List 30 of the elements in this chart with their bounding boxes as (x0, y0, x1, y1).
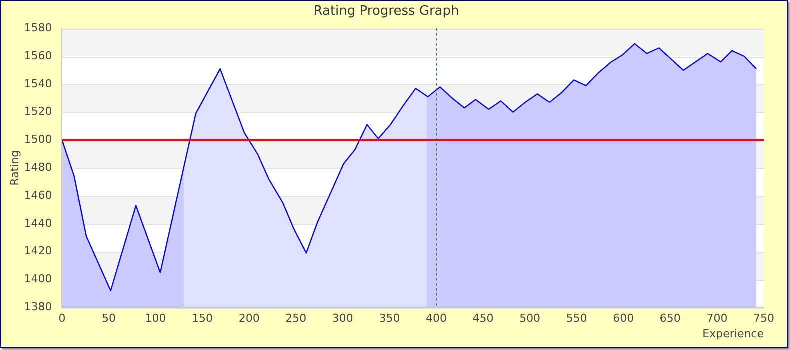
x-tick-label: 400 (426, 312, 447, 326)
x-tick-label: 50 (102, 312, 116, 326)
x-tick-label: 200 (238, 312, 260, 326)
y-tick-label: 1520 (24, 105, 52, 118)
y-tick-label: 1420 (24, 244, 52, 258)
y-tick-label: 1400 (24, 272, 52, 286)
y-tick-label: 1480 (24, 160, 52, 174)
x-tick-label: 600 (613, 312, 634, 326)
x-tick-label: 700 (706, 312, 728, 326)
y-axis-title: Rating (8, 150, 22, 186)
y-tick-label: 1440 (24, 216, 52, 230)
x-tick-label: 350 (379, 312, 400, 326)
x-tick-label: 150 (192, 312, 214, 326)
y-tick-label: 1500 (24, 133, 52, 146)
y-tick-label: 1580 (24, 21, 52, 34)
x-tick-label: 100 (145, 312, 166, 326)
x-tick-label: 250 (286, 312, 307, 326)
x-tick-label: 0 (58, 312, 66, 326)
x-tick-label: 650 (660, 312, 681, 326)
chart-title: Rating Progress Graph (314, 4, 460, 20)
x-tick-label: 450 (472, 312, 494, 326)
x-axis-title: Experience (702, 327, 764, 340)
y-tick-label: 1380 (24, 300, 52, 314)
y-tick-label: 1460 (24, 188, 52, 202)
x-tick-label: 300 (332, 312, 354, 326)
x-tick-label: 750 (754, 312, 774, 326)
x-tick-label: 550 (566, 312, 588, 326)
y-tick-label: 1560 (24, 49, 52, 62)
y-tick-label: 1540 (24, 77, 52, 90)
x-tick-label: 500 (520, 312, 541, 326)
